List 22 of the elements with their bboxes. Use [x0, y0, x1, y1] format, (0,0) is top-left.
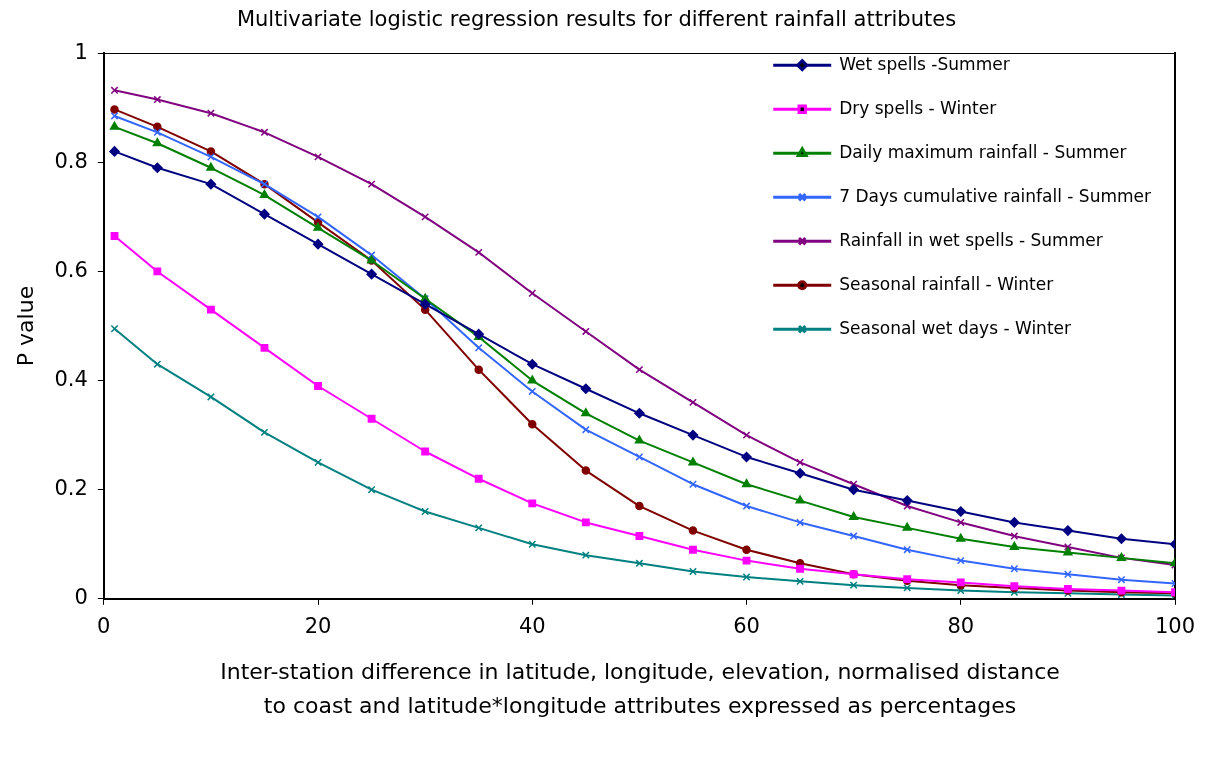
y-tick-label: 0.6	[54, 257, 88, 282]
x-tick-label: 20	[304, 613, 332, 638]
legend-label: Wet spells -Summer	[839, 53, 1010, 74]
chart-title: Multivariate logistic regression results for different rainfall attributes	[236, 7, 957, 32]
x-tick-label: 0	[97, 613, 111, 638]
legend-label: Dry spells - Winter	[839, 97, 997, 118]
x-tick-label: 100	[1154, 613, 1196, 638]
legend-label: Seasonal wet days - Winter	[839, 317, 1072, 338]
y-axis-title: P value	[12, 285, 38, 367]
legend-label: Rainfall in wet spells - Summer	[839, 229, 1103, 250]
y-tick-label: 0.4	[54, 367, 88, 392]
x-tick-label: 60	[733, 613, 760, 638]
x-axis-title: Inter-station difference in latitude, longitude, elevation, normalised distance to coast and latitude*longitude attributes expressed as percentages	[219, 658, 1061, 720]
y-tick-label: 1	[74, 39, 88, 64]
y-tick-label: 0.2	[54, 476, 88, 501]
legend-label: Seasonal rainfall - Winter	[839, 273, 1054, 294]
legend-label: 7 Days cumulative rainfall - Summer	[839, 185, 1152, 206]
x-tick-label: 80	[947, 613, 975, 638]
x-tick-label: 40	[518, 613, 546, 638]
y-tick-label: 0.8	[54, 148, 88, 173]
legend-label: Daily maximum rainfall - Summer	[839, 141, 1127, 162]
y-tick-label: 0	[74, 585, 88, 610]
